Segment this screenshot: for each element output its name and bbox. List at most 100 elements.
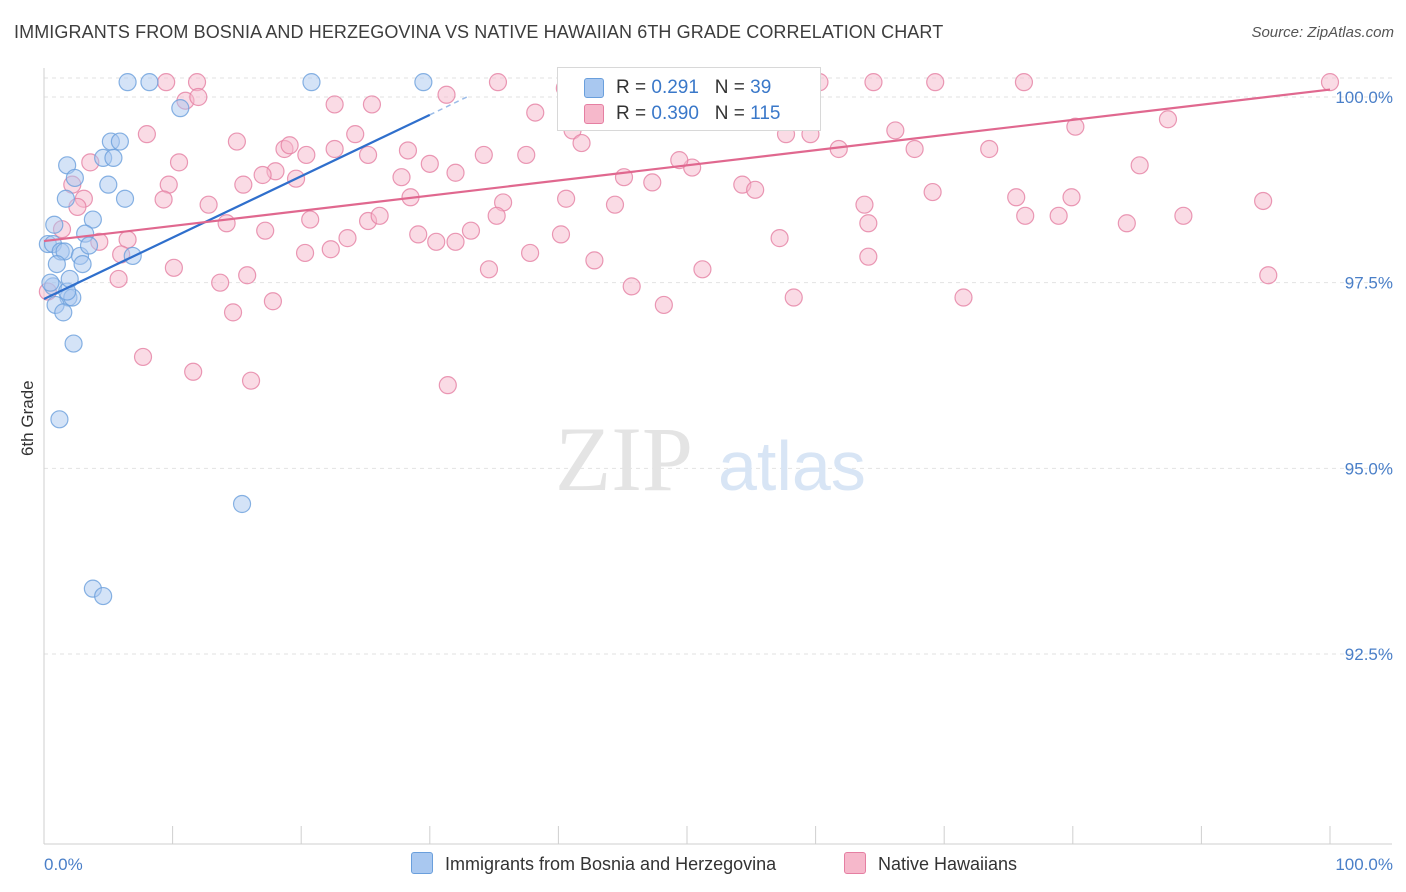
data-point xyxy=(487,206,506,225)
data-point xyxy=(461,221,481,240)
data-point xyxy=(157,73,176,92)
data-point xyxy=(488,73,508,92)
r-value: 0.291 xyxy=(651,77,699,98)
data-point xyxy=(115,189,135,208)
data-point xyxy=(1254,191,1273,211)
data-point xyxy=(392,168,411,187)
data-point xyxy=(104,148,123,167)
data-point xyxy=(746,180,765,199)
data-point xyxy=(398,141,418,160)
data-point xyxy=(521,243,540,263)
n-value: 115 xyxy=(750,103,781,124)
trend-line-hawaiian xyxy=(43,88,1331,243)
data-point xyxy=(346,125,365,144)
data-point xyxy=(171,99,190,118)
data-point xyxy=(110,132,129,151)
data-point xyxy=(859,214,878,233)
chart-title: IMMIGRANTS FROM BOSNIA AND HERZEGOVINA V… xyxy=(14,22,944,42)
data-point xyxy=(199,195,218,214)
data-point xyxy=(109,269,128,289)
data-point xyxy=(622,277,641,296)
n-value: 39 xyxy=(750,77,772,98)
bottom-legend-hawaiian: Native Hawaiians xyxy=(844,852,1017,875)
data-point xyxy=(1117,214,1136,233)
data-point xyxy=(414,73,433,92)
watermark-zip: ZIP xyxy=(555,408,693,510)
trend-line-bosnia xyxy=(43,113,431,300)
x-tick-label: 0.0% xyxy=(44,855,83,874)
data-point xyxy=(325,95,344,114)
data-point xyxy=(438,376,457,395)
data-point xyxy=(99,175,118,194)
data-point xyxy=(551,225,571,244)
y-tick-label: 95.0% xyxy=(1345,459,1393,478)
bottom-legend-swatch-hawaiian xyxy=(844,852,866,874)
data-point xyxy=(54,303,73,322)
data-point xyxy=(1066,117,1085,136)
data-point xyxy=(605,195,625,214)
data-point xyxy=(234,175,253,194)
legend-swatch-hawaiian xyxy=(584,104,604,124)
data-point xyxy=(864,73,883,92)
data-point xyxy=(140,73,159,92)
data-point xyxy=(446,232,465,251)
data-point xyxy=(79,236,99,255)
bottom-legend-swatch-bosnia xyxy=(411,852,433,874)
data-point xyxy=(1130,156,1149,175)
data-point xyxy=(1174,206,1193,225)
data-point xyxy=(47,255,66,274)
data-point xyxy=(45,215,64,234)
legend-swatch-bosnia xyxy=(584,78,604,98)
data-point xyxy=(370,206,389,225)
data-point xyxy=(154,190,173,209)
data-point xyxy=(670,151,689,170)
data-point xyxy=(256,221,275,240)
n-label: N = xyxy=(714,103,745,124)
y-tick-label: 92.5% xyxy=(1345,645,1393,664)
bottom-legend-label-bosnia: Immigrants from Bosnia and Herzegovina xyxy=(445,854,777,874)
data-point xyxy=(73,255,92,274)
r-label: R = xyxy=(616,77,647,98)
data-point xyxy=(1007,188,1026,207)
grid-lines xyxy=(44,77,1392,655)
data-point xyxy=(263,292,283,311)
data-point xyxy=(50,410,69,429)
data-point xyxy=(297,145,316,165)
trend-line-bosnia-extension xyxy=(429,95,469,116)
x-tick-label: 100.0% xyxy=(1335,855,1393,874)
data-point xyxy=(859,247,878,266)
data-point xyxy=(227,132,246,151)
series-bosnia-herzegovina xyxy=(38,73,433,606)
data-point xyxy=(64,334,83,353)
tick-labels: 92.5% 95.0% 97.5% 100.0% 0.0% 100.0% xyxy=(44,88,1393,874)
data-point xyxy=(409,225,428,244)
bottom-legend-label-hawaiian: Native Hawaiians xyxy=(878,854,1018,874)
data-point xyxy=(980,139,999,159)
data-point xyxy=(302,73,321,92)
r-value: 0.390 xyxy=(651,103,699,124)
data-point xyxy=(557,189,576,208)
data-point xyxy=(253,165,272,185)
watermark: ZIP atlas xyxy=(555,408,866,510)
data-point xyxy=(654,295,673,315)
data-point xyxy=(280,136,299,155)
data-point xyxy=(362,95,382,114)
y-axis-label: 6th Grade xyxy=(18,380,37,456)
data-point xyxy=(784,288,803,307)
data-point xyxy=(238,266,257,285)
data-point xyxy=(886,121,905,140)
source-credit: Source: ZipAtlas.com xyxy=(1251,24,1394,41)
data-point xyxy=(1158,110,1178,129)
data-point xyxy=(184,362,203,381)
data-point xyxy=(223,303,243,322)
data-point xyxy=(133,347,153,367)
data-point xyxy=(41,273,60,292)
data-point xyxy=(118,73,137,92)
legend-stats-hawaiian: R = 0.390 N = 115 xyxy=(616,103,780,125)
r-label: R = xyxy=(616,103,647,124)
axes xyxy=(43,68,1392,845)
data-point xyxy=(321,240,340,259)
data-point xyxy=(1016,206,1035,225)
data-point xyxy=(358,145,378,165)
